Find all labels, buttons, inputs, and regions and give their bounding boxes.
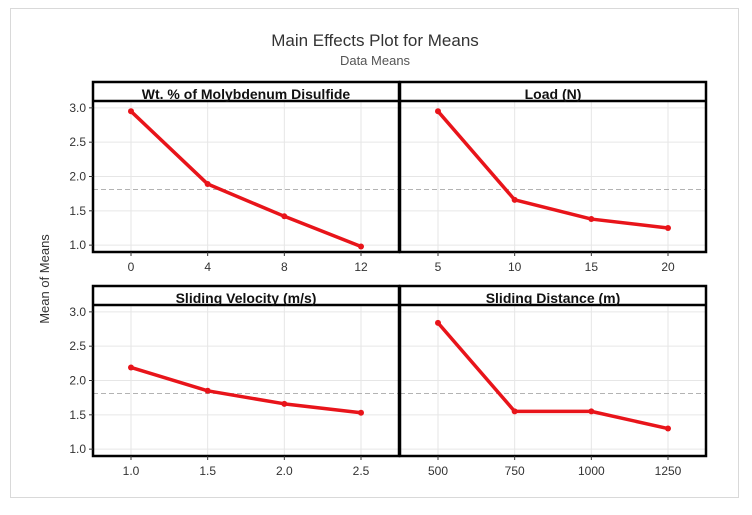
series-line [129, 110, 362, 249]
chart-subtitle: Data Means [340, 53, 411, 68]
y-tick-label: 3.0 [69, 101, 86, 115]
panel-title: Sliding Velocity (m/s) [176, 290, 317, 306]
x-tick-label: 10 [508, 260, 522, 274]
x-tick-label: 1.5 [199, 464, 216, 478]
x-tick-label: 1000 [578, 464, 605, 478]
chart-frame: Main Effects Plot for Means Data Means M… [10, 8, 739, 498]
panel-title: Wt. % of Molybdenum Disulfide [142, 86, 351, 102]
data-point [588, 408, 595, 415]
data-point [511, 196, 518, 203]
data-point [435, 108, 441, 115]
y-tick-label: 2.5 [69, 135, 86, 149]
x-tick-label: 15 [585, 260, 599, 274]
data-point [128, 108, 134, 115]
y-tick-label: 1.5 [69, 408, 86, 422]
series-line [130, 365, 362, 415]
panel-title: Sliding Distance (m) [486, 290, 621, 306]
data-point [204, 387, 211, 394]
y-axis-label: Mean of Means [37, 234, 52, 324]
data-point [281, 213, 288, 220]
data-point [358, 243, 364, 250]
y-tick-label: 1.0 [69, 238, 86, 252]
x-tick-label: 750 [505, 464, 525, 478]
data-point [588, 216, 595, 223]
data-point [128, 364, 134, 371]
panel-frame [398, 80, 708, 254]
main-effects-chart: Main Effects Plot for Means Data Means M… [37, 31, 708, 478]
x-tick-label: 8 [281, 260, 288, 274]
data-point [511, 408, 518, 415]
y-tick-label: 1.0 [69, 442, 86, 456]
x-tick-label: 1.0 [123, 464, 140, 478]
x-tick-label: 500 [428, 464, 448, 478]
y-tick-label: 2.0 [69, 170, 86, 184]
data-point [665, 224, 671, 231]
series-line [436, 110, 669, 230]
series-line [436, 321, 669, 431]
x-tick-label: 5 [435, 260, 442, 274]
data-point [358, 409, 364, 416]
data-point [204, 181, 211, 188]
data-point [281, 400, 288, 407]
panel-frame [398, 284, 708, 458]
x-tick-label: 2.0 [276, 464, 293, 478]
y-tick-label: 2.0 [69, 374, 86, 388]
x-tick-label: 2.5 [353, 464, 370, 478]
x-tick-label: 4 [204, 260, 211, 274]
x-tick-label: 1250 [655, 464, 682, 478]
y-tick-label: 1.5 [69, 204, 86, 218]
panel-3: Sliding Velocity (m/s) 1.0 1.5 2.0 2.5 1.0 1.5… [69, 284, 401, 478]
panel-2: Load (N) 5 10 15 20 [398, 80, 708, 274]
x-tick-label: 20 [661, 260, 675, 274]
chart-title: Main Effects Plot for Means [271, 31, 479, 50]
x-tick-label: 0 [128, 260, 135, 274]
x-tick-label: 12 [354, 260, 368, 274]
y-tick-label: 2.5 [69, 339, 86, 353]
panel-title: Load (N) [525, 86, 582, 102]
y-tick-label: 3.0 [69, 305, 86, 319]
panel-4: Sliding Distance (m) 500 750 1000 1250 [398, 284, 708, 478]
data-point [435, 319, 441, 326]
panel-1: Wt. % of Molybdenum Disulfide 0 4 8 12 1.0 1.5… [69, 80, 401, 274]
data-point [665, 425, 671, 432]
